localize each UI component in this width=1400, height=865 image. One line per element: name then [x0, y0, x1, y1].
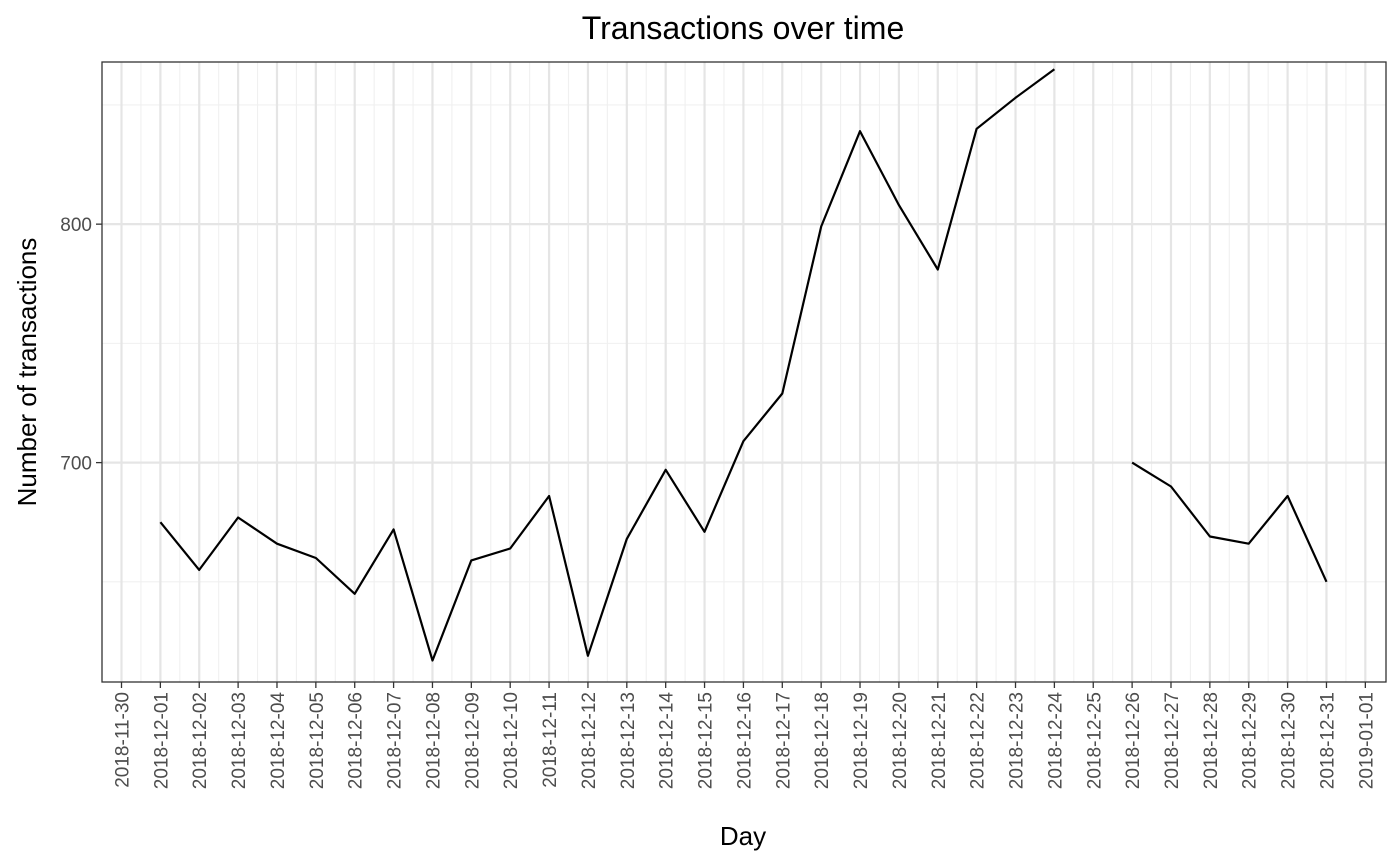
- x-tick-label: 2018-12-13: [618, 692, 639, 789]
- x-tick-label: 2018-12-30: [1279, 692, 1300, 789]
- x-tick-label: 2018-12-21: [929, 692, 950, 789]
- chart-title: Transactions over time: [582, 10, 904, 46]
- x-tick-label: 2018-12-17: [773, 692, 794, 789]
- x-tick-label: 2018-12-28: [1201, 692, 1222, 789]
- x-tick-label: 2018-12-24: [1045, 692, 1066, 790]
- x-tick-label: 2018-12-12: [579, 692, 600, 789]
- x-tick-label: 2018-11-30: [113, 692, 134, 788]
- x-tick-label: 2018-12-01: [151, 692, 172, 789]
- x-axis-ticks: 2018-11-30 2018-12-01 2018-12-02 2018-12-03…: [113, 682, 1377, 790]
- x-tick-label: 2018-12-27: [1162, 692, 1183, 789]
- y-tick-label: 700: [60, 454, 92, 475]
- grid-layer: [102, 62, 1386, 682]
- x-tick-label: 2019-01-01: [1356, 692, 1377, 789]
- x-tick-label: 2018-12-22: [968, 692, 989, 789]
- x-tick-label: 2018-12-23: [1007, 692, 1028, 789]
- x-tick-label: 2018-12-14: [657, 692, 678, 790]
- series-line-segment: [1131, 461, 1328, 583]
- x-tick-label: 2018-12-07: [385, 692, 406, 789]
- x-tick-label: 2018-12-10: [501, 692, 522, 789]
- y-axis-ticks: 700 800: [60, 215, 102, 475]
- x-tick-label: 2018-12-19: [851, 692, 872, 789]
- series-line-segment: [159, 68, 1056, 662]
- x-tick-label: 2018-12-26: [1123, 692, 1144, 789]
- x-tick-label: 2018-12-15: [696, 692, 717, 789]
- x-tick-label: 2018-12-29: [1240, 692, 1261, 789]
- x-tick-label: 2018-12-31: [1317, 692, 1338, 789]
- x-tick-label: 2018-12-18: [812, 692, 833, 789]
- x-tick-label: 2018-12-20: [890, 692, 911, 789]
- x-tick-label: 2018-12-16: [734, 692, 755, 789]
- x-tick-label: 2018-12-08: [423, 692, 444, 789]
- x-tick-label: 2018-12-04: [268, 692, 289, 790]
- x-tick-label: 2018-12-03: [229, 692, 250, 789]
- y-tick-label: 800: [60, 215, 92, 236]
- x-axis-title: Day: [720, 821, 766, 851]
- x-tick-label: 2018-12-25: [1084, 692, 1105, 789]
- x-tick-label: 2018-12-11: [540, 692, 561, 788]
- x-tick-label: 2018-12-02: [190, 692, 211, 789]
- x-tick-label: 2018-12-09: [462, 692, 483, 789]
- x-tick-label: 2018-12-05: [307, 692, 328, 789]
- y-axis-title: Number of transactions: [12, 238, 42, 507]
- x-tick-label: 2018-12-06: [346, 692, 367, 789]
- series-layer: [159, 68, 1328, 662]
